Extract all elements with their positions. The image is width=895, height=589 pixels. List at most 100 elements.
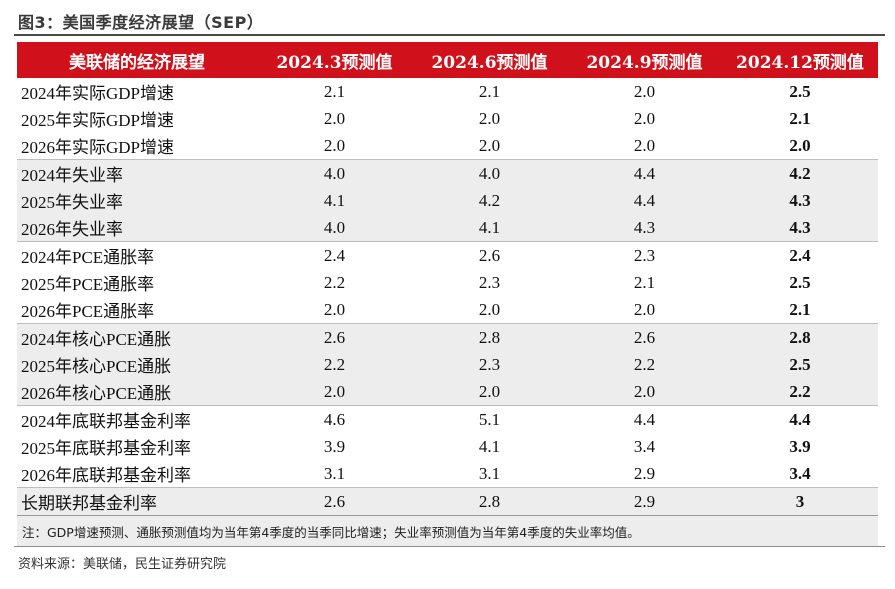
table-row: 2025年实际GDP增速 2.0 2.0 2.0 2.1 (17, 105, 878, 132)
table-row: 2026年PCE通胀率 2.0 2.0 2.0 2.1 (17, 296, 878, 324)
row-label: 2024年核心PCE通胀 (17, 323, 257, 351)
value-cell: 2.6 (257, 323, 412, 351)
value-cell: 2.1 (633, 272, 656, 292)
table-row: 2024年PCE通胀率 2.4 2.6 2.3 2.4 (17, 241, 878, 269)
header-cell-2024-06: 2024.6预测值 (412, 42, 567, 78)
row-label: 2026年失业率 (17, 214, 257, 242)
table-row: 2026年核心PCE通胀 2.0 2.0 2.0 2.2 (17, 378, 878, 406)
table-row: 2024年实际GDP增速 2.1 2.1 2.0 2.5 (17, 78, 878, 105)
value-cell: 4.4 (722, 405, 878, 433)
row-label: 2026年底联邦基金利率 (21, 466, 191, 485)
table-row: 2025年底联邦基金利率 3.9 4.1 3.4 3.9 (17, 433, 878, 460)
table-row: 2025年核心PCE通胀 2.2 2.3 2.2 2.5 (17, 351, 878, 378)
sep-table: 美联储的经济展望 2024.3预测值 2024.6预测值 2024.9预测值 2… (17, 42, 878, 547)
table-row: 2024年核心PCE通胀 2.6 2.8 2.6 2.8 (17, 323, 878, 351)
value-cell: 2.2 (323, 272, 346, 292)
value-cell: 4.4 (567, 159, 722, 187)
value-cell: 2.1 (789, 108, 811, 128)
value-cell: 4.3 (722, 214, 878, 242)
table-body: 2024年实际GDP增速 2.1 2.1 2.0 2.5 2025年实际GDP增速 2.0 2… (17, 78, 878, 516)
value-cell: 2.5 (722, 351, 878, 378)
value-cell: 2.4 (257, 241, 412, 269)
row-label: 2024年失业率 (17, 159, 257, 187)
value-cell: 4.4 (567, 187, 722, 214)
header-cell-2024-03: 2024.3预测值 (257, 42, 412, 78)
value-cell: 3.1 (323, 463, 346, 483)
row-label: 2026年核心PCE通胀 (17, 378, 257, 406)
table-row: 2026年实际GDP增速 2.0 2.0 2.0 2.0 (17, 132, 878, 160)
value-cell: 2.0 (323, 299, 346, 319)
value-cell: 2.4 (722, 241, 878, 269)
value-cell: 2.3 (478, 272, 501, 292)
value-cell: 2.0 (323, 135, 346, 155)
value-cell: 2.3 (412, 351, 567, 378)
value-cell: 4.2 (412, 187, 567, 214)
value-cell: 2.3 (567, 241, 722, 269)
top-rule (14, 34, 885, 36)
value-cell: 2.0 (633, 108, 656, 128)
row-label: 2026年PCE通胀率 (21, 302, 155, 321)
value-cell: 4.6 (257, 405, 412, 433)
value-cell: 4.3 (722, 187, 878, 214)
value-cell: 2.8 (412, 323, 567, 351)
value-cell: 2.0 (478, 135, 501, 155)
value-cell: 2.6 (257, 487, 412, 516)
table-row: 长期联邦基金利率 2.6 2.8 2.9 3 (17, 487, 878, 516)
table-container: 美联储的经济展望 2024.3预测值 2024.6预测值 2024.9预测值 2… (17, 42, 878, 547)
value-cell: 3.4 (789, 463, 811, 483)
value-cell: 2.6 (412, 241, 567, 269)
value-cell: 2.0 (789, 135, 811, 155)
note-row: 注：GDP增速预测、通胀预测值均为当年第4季度的当季同比增速；失业率预测值为当年… (17, 515, 878, 547)
value-cell: 4.1 (257, 187, 412, 214)
value-cell: 3.1 (478, 463, 501, 483)
row-label: 2025年PCE通胀率 (21, 275, 155, 294)
row-label: 长期联邦基金利率 (17, 487, 257, 516)
row-label: 2024年底联邦基金利率 (17, 405, 257, 433)
value-cell: 2.0 (412, 378, 567, 406)
value-cell: 4.0 (257, 214, 412, 242)
value-cell: 2.2 (257, 351, 412, 378)
value-cell: 3.9 (789, 436, 811, 456)
table-row: 2026年底联邦基金利率 3.1 3.1 2.9 3.4 (17, 460, 878, 488)
table-row: 2024年底联邦基金利率 4.6 5.1 4.4 4.4 (17, 405, 878, 433)
row-label: 2026年实际GDP增速 (21, 138, 175, 157)
value-cell: 2.2 (567, 351, 722, 378)
header-row: 美联储的经济展望 2024.3预测值 2024.6预测值 2024.9预测值 2… (17, 42, 878, 78)
value-cell: 2.5 (789, 272, 811, 292)
row-label: 2025年实际GDP增速 (21, 111, 175, 130)
value-cell: 2.5 (789, 81, 811, 101)
value-cell: 2.0 (257, 378, 412, 406)
value-cell: 4.0 (412, 159, 567, 187)
value-cell: 3.4 (633, 436, 656, 456)
value-cell: 4.0 (257, 159, 412, 187)
value-cell: 2.9 (567, 487, 722, 516)
value-cell: 4.1 (478, 436, 501, 456)
row-label: 2024年PCE通胀率 (17, 241, 257, 269)
value-cell: 2.1 (789, 299, 811, 319)
value-cell: 2.0 (633, 81, 656, 101)
header-cell-2024-09: 2024.9预测值 (567, 42, 722, 78)
value-cell: 2.0 (633, 135, 656, 155)
value-cell: 4.4 (567, 405, 722, 433)
value-cell: 2.1 (478, 81, 501, 101)
value-cell: 2.0 (323, 108, 346, 128)
source-text: 资料来源：美联储，民生证券研究院 (18, 557, 227, 572)
value-cell: 2.0 (633, 299, 656, 319)
value-cell: 2.0 (567, 378, 722, 406)
figure-title: 图3：美国季度经济展望（SEP） (18, 13, 264, 32)
table-row: 2024年失业率 4.0 4.0 4.4 4.2 (17, 159, 878, 187)
value-cell: 2.8 (412, 487, 567, 516)
value-cell: 2.0 (478, 299, 501, 319)
header-cell-indicator: 美联储的经济展望 (17, 42, 257, 78)
row-label: 2025年底联邦基金利率 (21, 439, 191, 458)
header-cell-2024-12: 2024.12预测值 (722, 42, 878, 78)
row-label: 2025年核心PCE通胀 (17, 351, 257, 378)
bottom-rule (14, 546, 885, 547)
value-cell: 4.3 (567, 214, 722, 242)
table-row: 2025年PCE通胀率 2.2 2.3 2.1 2.5 (17, 269, 878, 296)
value-cell: 2.9 (633, 463, 656, 483)
value-cell: 5.1 (412, 405, 567, 433)
value-cell: 2.1 (323, 81, 346, 101)
value-cell: 4.1 (412, 214, 567, 242)
table-row: 2026年失业率 4.0 4.1 4.3 4.3 (17, 214, 878, 242)
